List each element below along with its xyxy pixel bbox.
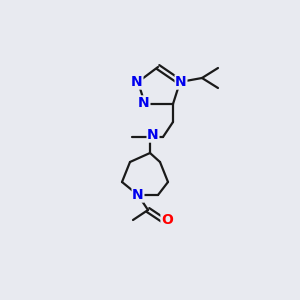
Text: N: N	[175, 75, 187, 89]
Text: N: N	[132, 188, 144, 202]
Text: N: N	[147, 128, 159, 142]
Text: N: N	[131, 75, 143, 89]
Text: N: N	[138, 96, 150, 110]
Text: O: O	[161, 213, 173, 227]
